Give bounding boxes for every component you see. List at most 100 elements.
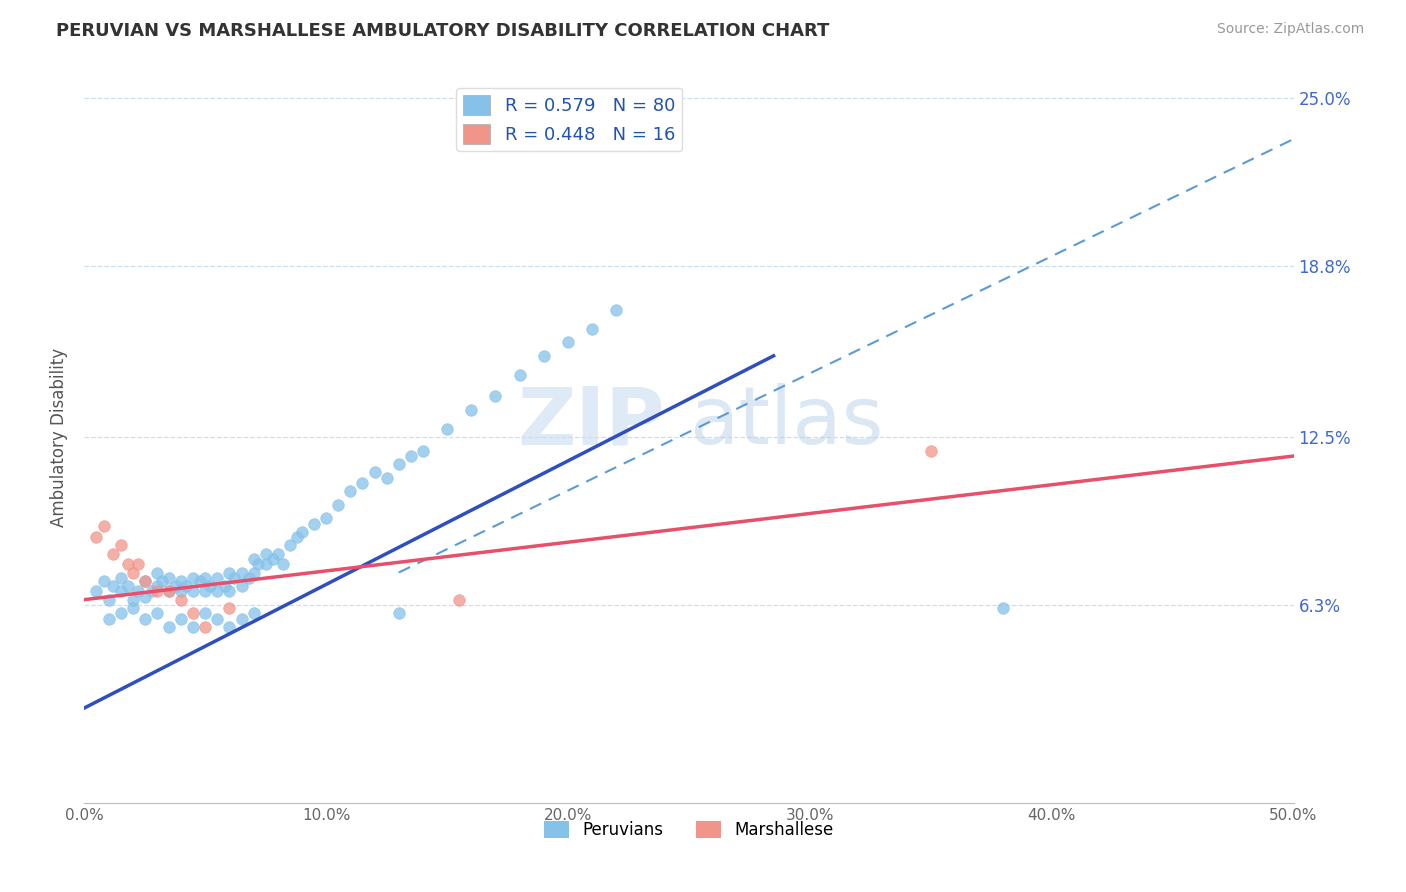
Point [557, 335, 579, 350]
Point [449, 592, 471, 607]
Point [242, 552, 264, 566]
Point [242, 566, 264, 580]
Point [170, 611, 193, 625]
Point [110, 584, 132, 599]
Point [388, 457, 411, 471]
Y-axis label: Ambulatory Disability: Ambulatory Disability [51, 348, 69, 526]
Point [157, 584, 180, 599]
Point [254, 547, 277, 561]
Point [509, 368, 531, 382]
Point [194, 584, 217, 599]
Point [207, 611, 229, 625]
Point [214, 579, 236, 593]
Point [231, 566, 253, 580]
Point [157, 571, 180, 585]
Point [254, 558, 277, 572]
Point [93, 519, 115, 533]
Point [170, 584, 193, 599]
Point [218, 600, 240, 615]
Point [110, 571, 132, 585]
Point [146, 606, 169, 620]
Point [484, 389, 506, 403]
Point [121, 600, 143, 615]
Point [97, 592, 120, 607]
Point [134, 590, 156, 604]
Text: PERUVIAN VS MARSHALLESE AMBULATORY DISABILITY CORRELATION CHART: PERUVIAN VS MARSHALLESE AMBULATORY DISAB… [56, 22, 830, 40]
Point [247, 558, 270, 572]
Text: ZIP: ZIP [517, 384, 665, 461]
Point [581, 322, 603, 336]
Point [194, 620, 217, 634]
Text: atlas: atlas [689, 384, 883, 461]
Point [262, 552, 284, 566]
Point [278, 538, 301, 552]
Point [291, 524, 314, 539]
Point [165, 579, 187, 593]
Point [134, 574, 156, 588]
Point [134, 574, 156, 588]
Legend: Peruvians, Marshallese: Peruvians, Marshallese [537, 814, 841, 846]
Point [170, 574, 193, 588]
Point [146, 584, 169, 599]
Point [194, 606, 217, 620]
Point [267, 547, 290, 561]
Point [97, 611, 120, 625]
Point [86, 584, 108, 599]
Point [363, 465, 385, 479]
Point [218, 584, 240, 599]
Point [285, 530, 308, 544]
Point [157, 620, 180, 634]
Point [117, 558, 139, 572]
Point [920, 443, 942, 458]
Point [315, 511, 337, 525]
Point [198, 579, 221, 593]
Point [436, 422, 458, 436]
Point [110, 606, 132, 620]
Point [110, 538, 132, 552]
Point [181, 584, 204, 599]
Point [271, 558, 294, 572]
Point [339, 484, 361, 499]
Point [127, 558, 149, 572]
Point [181, 571, 204, 585]
Point [103, 579, 125, 593]
Point [86, 530, 108, 544]
Point [328, 498, 350, 512]
Point [146, 566, 169, 580]
Point [146, 579, 169, 593]
Point [207, 584, 229, 599]
Point [190, 574, 212, 588]
Text: Source: ZipAtlas.com: Source: ZipAtlas.com [1216, 22, 1364, 37]
Point [157, 584, 180, 599]
Point [121, 566, 143, 580]
Point [194, 571, 217, 585]
Point [121, 592, 143, 607]
Point [207, 571, 229, 585]
Point [224, 571, 246, 585]
Point [231, 579, 253, 593]
Point [218, 566, 240, 580]
Point [93, 574, 115, 588]
Point [242, 606, 264, 620]
Point [460, 403, 482, 417]
Point [993, 600, 1015, 615]
Point [150, 574, 173, 588]
Point [141, 584, 163, 599]
Point [218, 620, 240, 634]
Point [412, 443, 434, 458]
Point [181, 606, 204, 620]
Point [174, 579, 197, 593]
Point [103, 547, 125, 561]
Point [238, 571, 260, 585]
Point [127, 584, 149, 599]
Point [605, 302, 627, 317]
Point [231, 611, 253, 625]
Point [117, 579, 139, 593]
Point [399, 449, 422, 463]
Point [302, 516, 325, 531]
Point [533, 349, 555, 363]
Point [375, 471, 398, 485]
Point [181, 620, 204, 634]
Point [388, 606, 411, 620]
Point [134, 611, 156, 625]
